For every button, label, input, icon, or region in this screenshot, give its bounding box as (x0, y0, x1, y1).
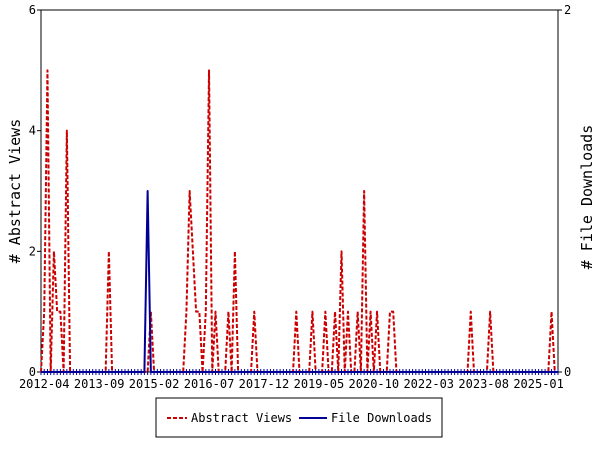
y-left-tick-label: 2 (29, 244, 36, 258)
x-tick-label: 2017-12 (239, 377, 290, 391)
x-tick-label: 2020-10 (349, 377, 400, 391)
x-tick-label: 2019-05 (294, 377, 345, 391)
y-left-tick-label: 4 (29, 124, 36, 138)
legend-label-file-downloads: File Downloads (331, 411, 432, 425)
x-tick-label: 2015-02 (129, 377, 180, 391)
legend-label-abstract-views: Abstract Views (191, 411, 292, 425)
series-line-abstract-views (40, 69, 558, 373)
x-tick-label: 2023-08 (458, 377, 509, 391)
series-line-file-downloads (41, 190, 558, 373)
x-tick-label: 2025-01 (513, 377, 564, 391)
y-left-tick-label: 6 (29, 3, 36, 17)
legend: Abstract Views File Downloads (155, 397, 443, 438)
x-tick-label: 2016-07 (184, 377, 235, 391)
y-axis-right-title: # File Downloads (578, 125, 596, 270)
plot-area: 2012-04 2013-09 2015-02 2016-07 2017-12 2019-… (19, 3, 571, 391)
x-tick-label: 2022-03 (403, 377, 454, 391)
x-tick-label: 2012-04 (19, 377, 70, 391)
plot-frame (40, 9, 559, 373)
y-right-tick-label: 2 (564, 3, 571, 17)
y-left-tick-label: 0 (29, 365, 36, 379)
y-right-tick-label: 0 (564, 365, 571, 379)
x-tick-label: 2013-09 (74, 377, 125, 391)
y-axis-left-title: # Abstract Views (6, 119, 24, 264)
